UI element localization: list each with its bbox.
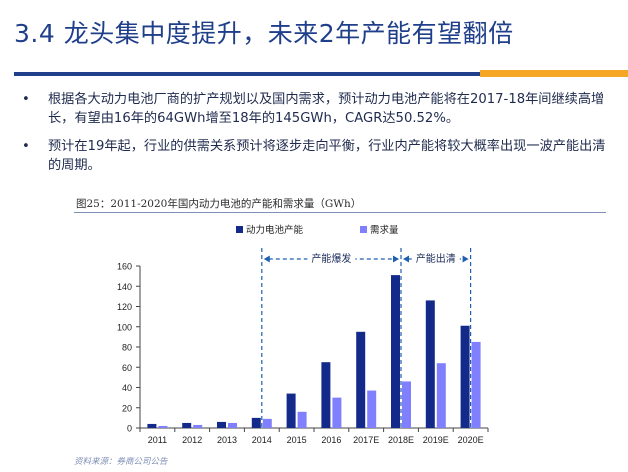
bar-capacity [182,422,192,428]
bar-demand [228,422,237,428]
bar-capacity [217,421,226,428]
annotation-arrowhead [403,255,409,263]
bullet-text: 根据各大动力电池厂商的扩产规划以及国内需求，预计动力电池产能将在2017-18年… [48,92,605,126]
chart-bars [147,275,481,428]
legend-label: 需求量 [370,224,399,236]
chart-legend: 动力电池产能 需求量 [236,224,399,236]
bullet-item: • 根据各大动力电池厂商的扩产规划以及国内需求，预计动力电池产能将在2017-1… [20,90,612,128]
annotation-arrowhead [393,255,399,263]
x-tick-label: 2017E [353,435,379,445]
annotation-label: 产能出清 [416,252,456,265]
bullet-mark: • [22,139,30,154]
annotation-label: 产能爆发 [311,252,351,265]
annotation-label-bg [307,250,356,263]
bar-capacity [356,331,366,428]
bar-demand [471,341,481,428]
bullet-mark: • [22,92,30,107]
bullet-list: • 根据各大动力电池厂商的扩产规划以及国内需求，预计动力电池产能将在2017-1… [20,90,612,184]
chart-title: 图25：2011-2020年国内动力电池的产能和需求量（GWh） [76,198,362,210]
bar-capacity [147,423,157,428]
bar-demand [367,390,377,428]
x-tick-label: 2013 [217,435,237,445]
y-tick-label: 160 [117,262,132,272]
bar-demand [436,363,446,428]
slide-title: 3.4 龙头集中度提升，未来2年产能有望翻倍 [14,19,514,48]
bar-demand [193,424,203,428]
bar-demand [332,397,342,428]
y-tick-label: 40 [122,383,132,393]
bar-capacity [321,362,331,428]
source-note: 资料来源：券商公司公告 [74,457,168,467]
bar-demand [158,425,168,428]
y-tick-label: 60 [122,363,132,373]
x-tick-label: 2014 [252,435,272,445]
annotation-arrowhead [462,255,469,263]
chart-axes: 0 20 40 60 80 100 120 140 160 2011 2012 2013 2014 201… [117,262,489,445]
y-tick-label: 140 [117,282,132,292]
y-tick-label: 0 [127,424,132,434]
y-tick-label: 120 [117,302,132,312]
annotation-label-bg [411,250,460,263]
x-tick-label: 2016 [321,435,341,445]
x-tick-label: 2019E [423,435,449,445]
bar-capacity [391,275,400,428]
legend-swatch [236,226,243,233]
x-tick-label: 2020E [458,435,484,445]
bar-demand [262,418,272,428]
bar-capacity [460,325,470,428]
title-underline-blue [14,72,480,76]
legend-swatch [360,226,367,233]
legend-label: 动力电池产能 [246,224,304,236]
annotation-arrowhead [263,255,270,263]
x-tick-label: 2018E [388,435,414,445]
bar-demand [402,381,411,428]
bar-capacity [251,417,261,428]
x-tick-label: 2011 [148,435,167,445]
x-tick-label: 2015 [287,435,307,445]
bar-capacity [286,393,296,428]
y-tick-label: 20 [122,403,132,413]
bullet-text: 预计在19年起，行业的供需关系预计将逐步走向平衡，行业内产能将较大概率出现一波产… [48,139,606,173]
bullet-item: • 预计在19年起，行业的供需关系预计将逐步走向平衡，行业内产能将较大概率出现一… [20,137,612,175]
chart-annotations: 产能爆发 产能出清 [261,248,472,428]
y-tick-label: 80 [122,343,132,353]
chart-title-rule [74,212,606,213]
x-tick-label: 2012 [182,435,202,445]
bar-demand [297,411,307,428]
bar-capacity [425,300,435,428]
title-underline-gold [480,70,628,77]
y-tick-label: 100 [117,322,132,332]
